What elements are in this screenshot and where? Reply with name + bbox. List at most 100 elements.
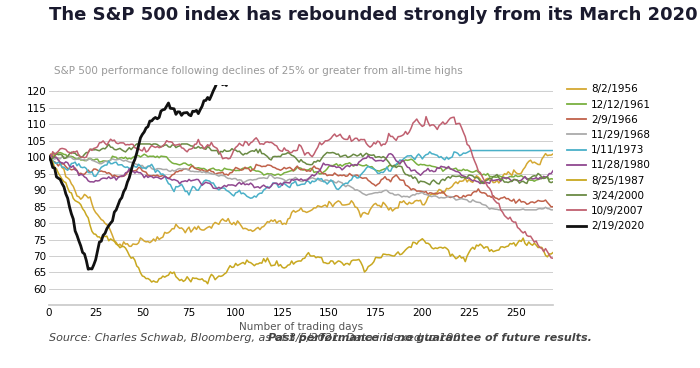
3/24/2000 (512, 178, 520, 182)
12/12/1961 (506, 174, 514, 178)
11/28/1980 (549, 169, 557, 173)
10/9/2007 (386, 134, 395, 139)
8/25/1987 (215, 274, 223, 278)
12/12/1961 (510, 174, 518, 179)
8/25/1987 (45, 155, 53, 159)
8/2/1956 (541, 151, 550, 156)
Line: 2/19/2020: 2/19/2020 (49, 0, 553, 269)
8/2/1956 (389, 209, 397, 213)
Legend: 8/2/1956, 12/12/1961, 2/9/1966, 11/29/1968, 1/11/1973, 11/28/1980, 8/25/1987, 3/: 8/2/1956, 12/12/1961, 2/9/1966, 11/29/19… (563, 80, 655, 236)
Line: 2/9/1966: 2/9/1966 (49, 157, 553, 207)
1/11/1973 (467, 148, 475, 153)
3/24/2000 (215, 152, 223, 156)
12/12/1961 (549, 177, 557, 181)
8/2/1956 (549, 152, 557, 156)
3/24/2000 (372, 155, 380, 160)
12/12/1961 (56, 151, 64, 155)
2/9/1966 (547, 205, 555, 209)
8/25/1987 (510, 241, 518, 245)
2/19/2020 (389, 0, 397, 1)
1/11/1973 (403, 154, 412, 158)
2/9/1966 (386, 180, 395, 184)
11/29/1968 (215, 174, 223, 178)
8/2/1956 (118, 244, 126, 249)
11/29/1968 (58, 155, 66, 159)
8/2/1956 (215, 222, 223, 227)
11/28/1980 (215, 185, 223, 190)
11/29/1968 (403, 194, 412, 199)
2/9/1966 (370, 182, 378, 187)
12/12/1961 (530, 179, 538, 183)
11/29/1968 (549, 208, 557, 212)
Text: Source: Charles Schwab, Bloomberg, as of 3/5/2021. Data indexed to 100.: Source: Charles Schwab, Bloomberg, as of… (49, 333, 468, 343)
11/28/1980 (405, 166, 414, 170)
11/29/1968 (372, 191, 380, 195)
10/9/2007 (506, 215, 514, 219)
1/11/1973 (45, 155, 53, 159)
3/24/2000 (508, 179, 516, 184)
3/24/2000 (45, 155, 53, 159)
Line: 11/28/1980: 11/28/1980 (49, 154, 553, 188)
3/24/2000 (549, 180, 557, 184)
8/2/1956 (372, 201, 380, 206)
Text: Past performance is no guarantee of future results.: Past performance is no guarantee of futu… (268, 333, 592, 343)
8/25/1987 (389, 254, 397, 258)
Line: 8/2/1956: 8/2/1956 (49, 153, 553, 247)
12/12/1961 (403, 158, 412, 163)
8/25/1987 (204, 282, 212, 286)
11/29/1968 (495, 208, 503, 212)
2/9/1966 (45, 155, 53, 159)
2/9/1966 (401, 183, 410, 187)
Line: 1/11/1973: 1/11/1973 (49, 151, 553, 198)
8/25/1987 (506, 241, 514, 246)
2/9/1966 (504, 197, 512, 201)
12/12/1961 (372, 169, 380, 173)
1/11/1973 (389, 165, 397, 169)
10/9/2007 (510, 220, 518, 224)
Line: 12/12/1961: 12/12/1961 (49, 153, 553, 181)
1/11/1973 (508, 148, 516, 153)
10/9/2007 (213, 146, 221, 151)
11/28/1980 (508, 179, 516, 183)
8/2/1956 (510, 168, 518, 172)
11/28/1980 (372, 159, 380, 163)
3/24/2000 (132, 142, 141, 146)
11/29/1968 (508, 208, 516, 212)
Line: 11/29/1968: 11/29/1968 (49, 157, 553, 210)
8/25/1987 (403, 246, 412, 250)
1/11/1973 (549, 148, 557, 153)
2/19/2020 (372, 9, 380, 13)
2/19/2020 (45, 155, 53, 159)
1/11/1973 (512, 148, 520, 153)
11/29/1968 (389, 191, 397, 196)
2/19/2020 (215, 78, 223, 83)
11/28/1980 (386, 152, 395, 156)
11/29/1968 (512, 208, 520, 212)
11/28/1980 (45, 155, 53, 159)
12/12/1961 (45, 155, 53, 159)
1/11/1973 (372, 168, 380, 172)
11/28/1980 (213, 186, 221, 191)
3/24/2000 (403, 173, 412, 177)
10/9/2007 (370, 141, 378, 145)
Text: The S&P 500 index has rebounded strongly from its March 2020 low: The S&P 500 index has rebounded strongly… (49, 6, 700, 24)
10/9/2007 (549, 256, 557, 261)
8/25/1987 (549, 250, 557, 255)
8/2/1956 (403, 202, 412, 207)
12/12/1961 (389, 164, 397, 169)
X-axis label: Number of trading days: Number of trading days (239, 322, 363, 332)
2/19/2020 (84, 267, 92, 271)
2/9/1966 (549, 205, 557, 209)
10/9/2007 (422, 114, 430, 119)
2/9/1966 (213, 171, 221, 176)
Line: 10/9/2007: 10/9/2007 (49, 117, 553, 258)
2/9/1966 (508, 199, 516, 204)
8/2/1956 (45, 155, 53, 159)
10/9/2007 (401, 129, 410, 134)
1/11/1973 (213, 186, 221, 191)
Text: S&P 500 performance following declines of 25% or greater from all-time highs: S&P 500 performance following declines o… (54, 66, 463, 76)
10/9/2007 (45, 155, 53, 159)
8/2/1956 (506, 171, 514, 176)
12/12/1961 (215, 168, 223, 172)
11/28/1980 (512, 177, 520, 182)
